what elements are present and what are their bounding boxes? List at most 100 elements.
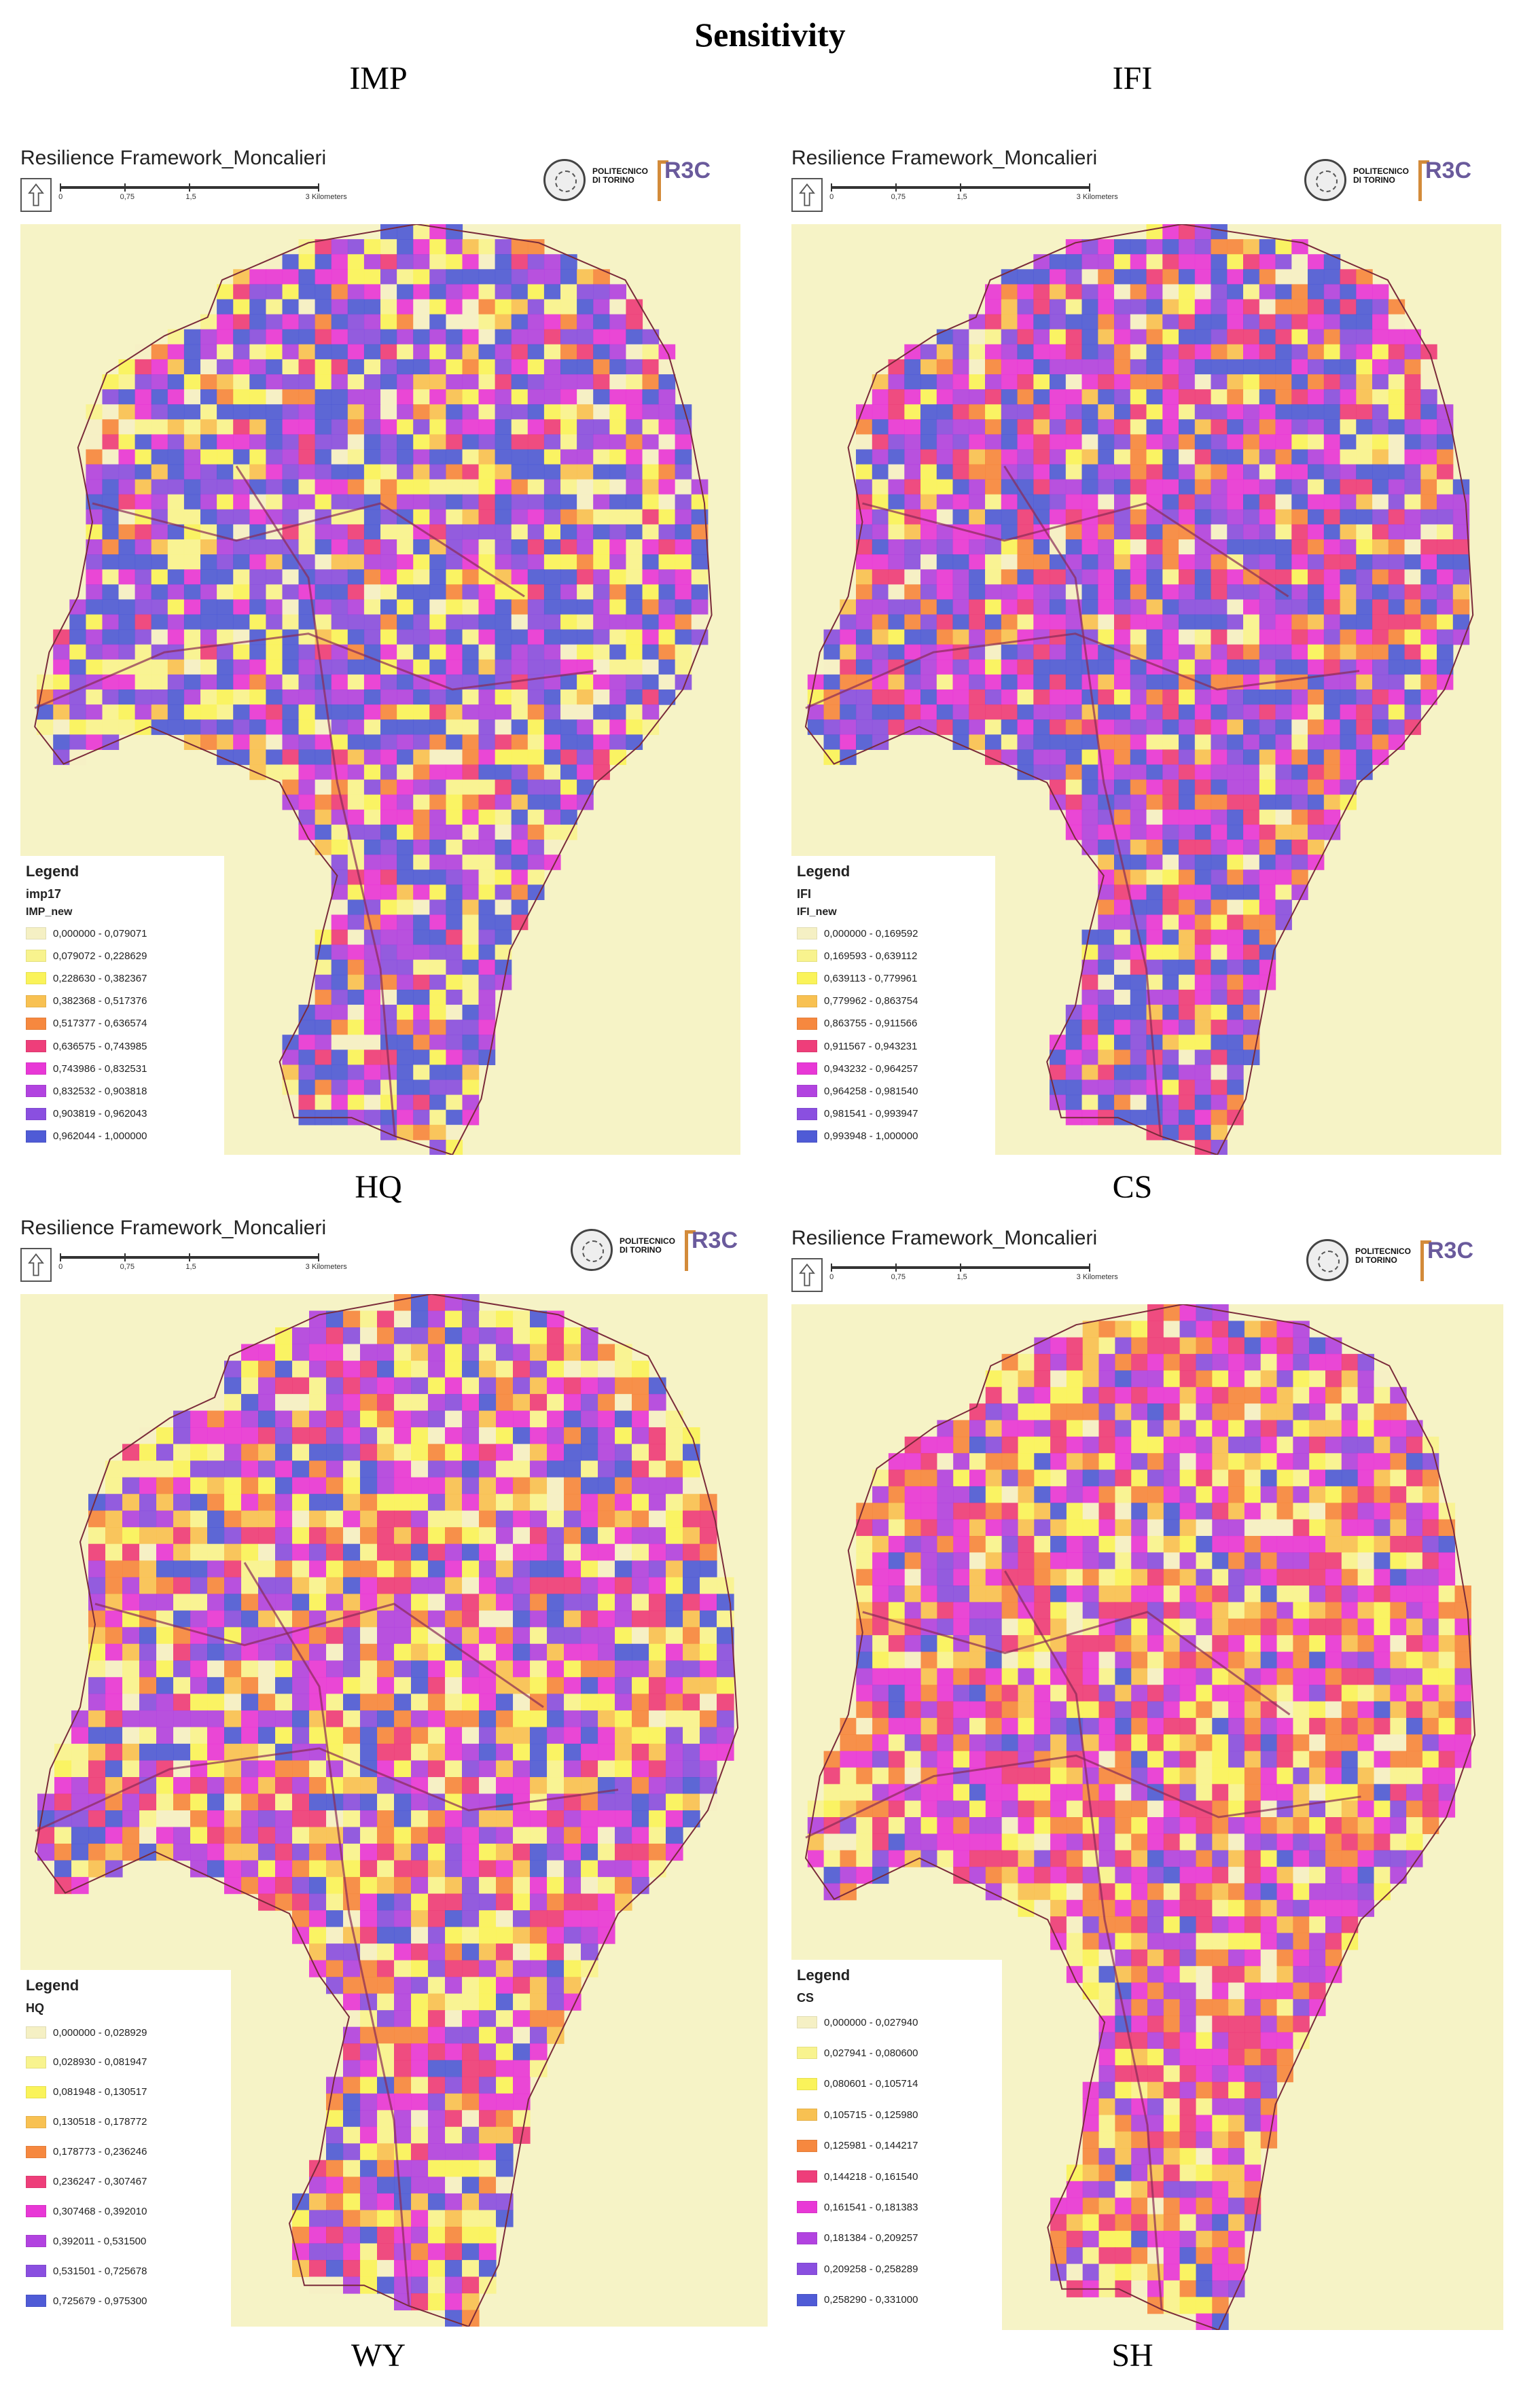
legend-swatch (797, 2170, 817, 2183)
map-panel-hq: Resilience Framework_Moncalieri 0 0,75 1,5 3… (20, 1213, 768, 2333)
legend-class: 0,517377 - 0,636574 (26, 1016, 147, 1032)
legend-class-label: 0,964258 - 0,981540 (824, 1085, 918, 1097)
page-title: Sensitivity (694, 16, 846, 54)
legend-class: 0,079072 - 0,228629 (26, 948, 147, 964)
legend-swatch (26, 927, 46, 939)
north-arrow-icon (20, 1248, 52, 1282)
legend-class: 0,000000 - 0,169592 (797, 925, 918, 942)
road-network (34, 465, 597, 1136)
legend-swatch (26, 1040, 46, 1052)
logo-line: POLITECNICO (1353, 166, 1410, 176)
r3c-logo: R3C (664, 158, 711, 183)
scale-tick-label: 1,5 (185, 1263, 196, 1271)
choropleth-map (34, 1294, 739, 2327)
legend-class: 0,130518 - 0,178772 (26, 2114, 147, 2130)
legend-swatch (26, 972, 46, 985)
university-seal-icon (1306, 1239, 1348, 1281)
legend-swatch (797, 995, 817, 1007)
legend-class: 0,181384 - 0,209257 (797, 2230, 918, 2246)
municipality-boundary (34, 224, 713, 1155)
road-network (805, 1570, 1361, 2310)
legend-class-label: 0,258290 - 0,331000 (824, 2294, 918, 2306)
legend-class-label: 0,125981 - 0,144217 (824, 2140, 918, 2152)
road-network (35, 1562, 619, 2306)
legend-class-label: 0,181384 - 0,209257 (824, 2232, 918, 2244)
scale-tick-label: 0 (58, 1263, 63, 1271)
politecnico-logo: POLITECNICO DI TORINO (1355, 1247, 1411, 1265)
legend-class-label: 0,993948 - 1,000000 (824, 1130, 918, 1143)
legend-class: 0,531501 - 0,725678 (26, 2263, 147, 2279)
map-title: Resilience Framework_Moncalieri (791, 1227, 1098, 1249)
legend-class-label: 0,027941 - 0,080600 (824, 2047, 918, 2059)
map-panel-imp: Resilience Framework_Moncalieri 0 0,75 1,5 3… (20, 143, 747, 1162)
legend-class-label: 0,639113 - 0,779961 (824, 972, 918, 984)
legend-class-label: 0,028930 - 0,081947 (53, 2056, 147, 2068)
legend-swatch (797, 2016, 817, 2028)
legend-class-label: 0,981541 - 0,993947 (824, 1108, 918, 1120)
grid-cells (37, 224, 709, 1155)
legend-class: 0,307468 - 0,392010 (26, 2203, 147, 2219)
choropleth-map (804, 1304, 1476, 2330)
legend-class: 0,236247 - 0,307467 (26, 2174, 147, 2190)
grid-cells (37, 1294, 734, 2327)
scale-tick-label: 3 Kilometers (305, 1263, 347, 1271)
map-title: Resilience Framework_Moncalieri (20, 147, 327, 169)
legend-class-label: 0,236247 - 0,307467 (53, 2176, 147, 2187)
legend-swatch (797, 1040, 817, 1052)
legend-swatch (26, 1085, 46, 1098)
university-seal-icon (1304, 159, 1346, 201)
legend-class-label: 0,000000 - 0,028929 (53, 2026, 147, 2039)
legend-class: 0,209258 - 0,258289 (797, 2261, 918, 2277)
r3c-mark-icon (658, 160, 668, 201)
legend-class-label: 0,307468 - 0,392010 (53, 2205, 147, 2217)
legend-class: 0,161541 - 0,181383 (797, 2199, 918, 2215)
legend-swatch (797, 1130, 817, 1143)
road-network (805, 465, 1360, 1136)
legend-title: Legend (797, 1967, 850, 1984)
map-title: Resilience Framework_Moncalieri (20, 1217, 327, 1239)
logos: POLITECNICO DI TORINO R3C (571, 1225, 761, 1279)
legend-swatch (797, 1062, 817, 1075)
legend-class: 0,258290 - 0,331000 (797, 2292, 918, 2308)
logo-line: POLITECNICO (620, 1236, 676, 1246)
legend-swatch (26, 2235, 46, 2248)
map-legend: Legend CS 0,000000 - 0,027940 0,027941 - 0,… (791, 1960, 1002, 2333)
legend-class-label: 0,144218 - 0,161540 (824, 2170, 918, 2183)
r3c-logo: R3C (1427, 1238, 1474, 1264)
legend-class-label: 0,943232 - 0,964257 (824, 1062, 918, 1075)
north-arrow-icon (791, 1258, 823, 1292)
north-arrow-icon (791, 178, 823, 212)
scale-tick-label: 1,5 (956, 1273, 967, 1281)
scale-tick-label: 0,75 (120, 193, 135, 201)
legend-class: 0,000000 - 0,028929 (26, 2024, 147, 2041)
legend-class-label: 0,743986 - 0,832531 (53, 1062, 147, 1075)
grid-cells (807, 1304, 1471, 2330)
legend-swatch (26, 2026, 46, 2039)
legend-class-label: 0,161541 - 0,181383 (824, 2201, 918, 2213)
legend-class-label: 0,531501 - 0,725678 (53, 2265, 147, 2277)
legend-class: 0,981541 - 0,993947 (797, 1106, 918, 1122)
legend-class: 0,382368 - 0,517376 (26, 993, 147, 1009)
label-sh: SH (1111, 2337, 1153, 2373)
legend-swatch (797, 950, 817, 963)
scale-tick-label: 3 Kilometers (305, 193, 347, 201)
legend-class-label: 0,832532 - 0,903818 (53, 1085, 147, 1097)
scale-bar: 0 0,75 1,5 3 Kilometers (829, 183, 1118, 211)
legend-layer-name: HQ (26, 2001, 44, 2015)
logos: POLITECNICO DI TORINO R3C (1306, 1235, 1497, 1289)
municipality-boundary (804, 1304, 1476, 2330)
legend-class: 0,993948 - 1,000000 (797, 1128, 918, 1145)
legend-class-label: 0,517377 - 0,636574 (53, 1018, 147, 1030)
legend-swatch (797, 1107, 817, 1120)
choropleth-map (804, 224, 1474, 1155)
legend-swatch (797, 972, 817, 985)
legend-class-label: 0,178773 - 0,236246 (53, 2146, 147, 2158)
scale-bar: 0 0,75 1,5 3 Kilometers (829, 1264, 1118, 1291)
label-wy: WY (351, 2337, 406, 2373)
legend-title: Legend (797, 863, 850, 880)
politecnico-logo: POLITECNICO DI TORINO (620, 1237, 675, 1255)
legend-swatch (797, 2232, 817, 2244)
r3c-mark-icon (1418, 160, 1429, 201)
legend-class: 0,863755 - 0,911566 (797, 1016, 917, 1032)
legend-class: 0,125981 - 0,144217 (797, 2138, 918, 2154)
